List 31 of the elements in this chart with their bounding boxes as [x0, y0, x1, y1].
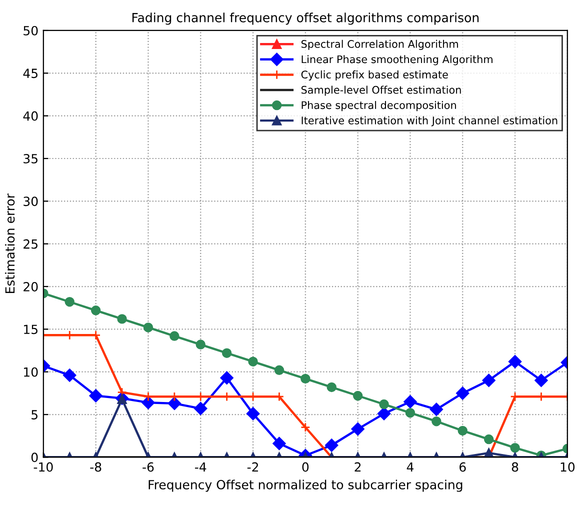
y-tick-label: 35: [24, 154, 38, 164]
x-tick-label: 6: [460, 462, 466, 472]
x-tick-label: -6: [142, 462, 154, 472]
legend-label: Phase spectral decomposition: [302, 101, 456, 112]
x-tick-label: -4: [195, 462, 206, 472]
x-tick-label: 0: [302, 462, 309, 472]
y-tick-label: 0: [31, 452, 38, 462]
chart-title: Fading channel frequency offset algorithms comparison: [132, 12, 479, 25]
legend-label: Sample-level Offset estimation: [301, 86, 461, 96]
x-tick-label: -8: [90, 462, 102, 472]
y-tick-label: 15: [24, 324, 38, 334]
y-tick-label: 30: [24, 196, 38, 206]
x-tick-label: -2: [247, 462, 258, 472]
y-tick-label: 10: [24, 367, 38, 377]
y-tick-label: 40: [23, 111, 38, 121]
y-tick-label: 5: [32, 410, 38, 420]
x-tick-label: -10: [34, 462, 53, 472]
x-tick-label: 8: [512, 462, 518, 472]
y-axis-title: Estimation error: [5, 193, 15, 294]
legend-label: Spectral Correlation Algorithm: [301, 40, 458, 50]
x-axis-title: Frequency Offset normalized to subcarrier spacing: [148, 480, 462, 492]
y-tick-label: 20: [24, 282, 38, 292]
legend-label: Cyclic prefix based estimate: [301, 70, 448, 81]
x-tick-label: 4: [406, 462, 414, 472]
legend-label: Iterative estimation with Joint channel estimation: [302, 116, 558, 126]
y-tick-label: 45: [23, 68, 38, 78]
legend-label: Linear Phase smoothening Algorithm: [302, 55, 492, 66]
y-tick-label: 50: [24, 26, 38, 36]
y-tick-label: 25: [24, 239, 38, 249]
x-tick-label: 2: [354, 462, 361, 472]
x-tick-label: 10: [560, 462, 575, 472]
